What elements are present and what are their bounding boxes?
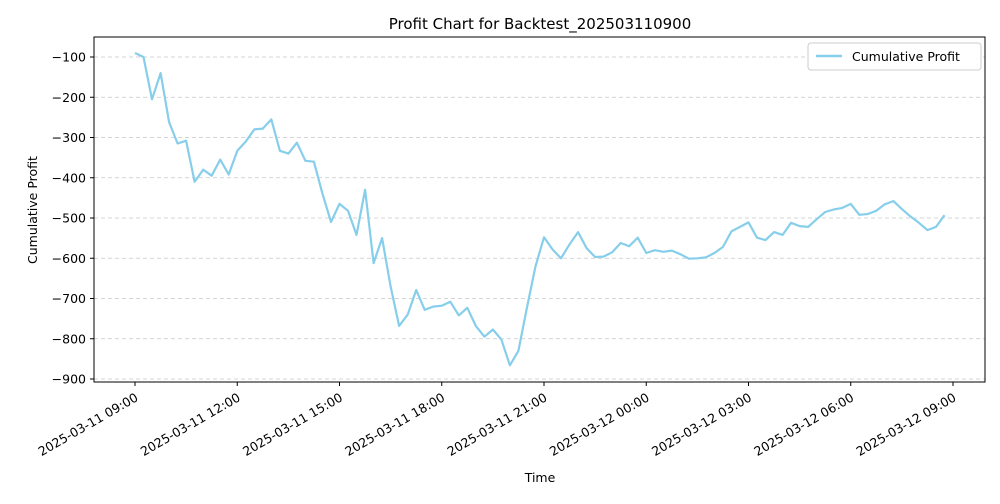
- y-tick-label: −300: [52, 130, 86, 145]
- legend: Cumulative Profit: [807, 42, 982, 71]
- plot-area-frame: [93, 36, 986, 383]
- legend-label: Cumulative Profit: [852, 49, 960, 64]
- series-line-cumulative-profit: [134, 52, 946, 367]
- legend-box: [807, 42, 982, 71]
- series-layer: [134, 52, 946, 367]
- y-tick-label: −600: [52, 251, 86, 266]
- x-axis-label: Time: [524, 470, 556, 485]
- y-tick-label: −100: [52, 50, 86, 65]
- y-tick-label: −900: [52, 372, 86, 387]
- y-tick-label: −200: [52, 90, 86, 105]
- y-tick-label: −700: [52, 291, 86, 306]
- y-axis-label: Cumulative Profit: [25, 156, 40, 264]
- chart-title: Profit Chart for Backtest_202503110900: [389, 15, 692, 34]
- y-axis: −900 −800 −700 −600 −500 −400 −300 −200 −100: [52, 50, 94, 387]
- y-tick-label: −500: [52, 211, 86, 226]
- y-tick-label: −400: [52, 170, 86, 185]
- y-tick-label: −800: [52, 331, 86, 346]
